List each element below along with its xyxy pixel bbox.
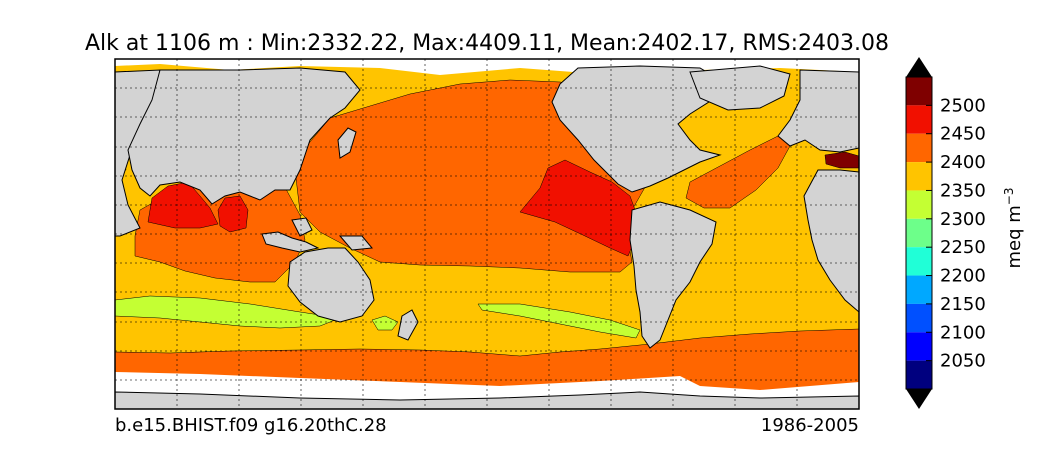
colorbar-label-main: meq m [1004,205,1025,268]
africa-east-edge [803,169,859,313]
colorbar-tick-label: 2100 [940,322,986,343]
colorbar-tick-label: 2300 [940,209,986,230]
colorbar-frame [905,76,933,390]
colorbar-extend-bottom [906,389,932,409]
indonesia-islands [261,231,320,253]
colorbar-segment [906,275,932,304]
colorbar-segment [906,133,932,163]
japan-island [337,127,357,159]
colorbar-tick-label: 2450 [940,124,986,145]
colorbar-segments [906,77,932,389]
colorbar-extend-top [906,57,932,77]
colorbar-segment [906,303,932,333]
period-label: 1986-2005 [761,415,859,436]
map-frame [114,58,860,410]
colorbar-segment [906,77,932,106]
south-pacific-green-west [371,315,399,331]
asia-landmass [127,67,361,205]
colorbar-ticks: 2050 2100 2150 2200 2250 2300 2350 2400 2450 2500 [926,95,986,372]
colorbar-tick-label: 2150 [940,294,986,315]
map-panel [115,59,859,409]
colorbar-tick-label: 2400 [940,152,986,173]
colorbar-segment [906,218,932,248]
colorbar-tick-label: 2250 [940,237,986,258]
colorbar-segment [906,162,932,191]
borneo-island [291,217,313,237]
colorbar-tick-label: 2350 [940,180,986,201]
colorbar-segment [906,360,932,389]
colorbar-label: meq m−3 [1002,188,1025,269]
south-indian-green [115,295,341,329]
europe-africa-east-edge [777,69,859,153]
colorbar-segment [906,190,932,219]
map-gridlines [115,59,859,409]
colorbar-tick-label: 2050 [940,351,986,372]
east-pacific-red [519,159,639,257]
australia-landmass [287,247,375,323]
new-guinea-island [338,235,373,251]
arabian-sea-red [147,181,219,229]
colorbar: 2050 2100 2150 2200 2250 2300 2350 2400 2450 2500… [905,57,1025,409]
east-med-darkred [824,151,859,169]
atlantic-orange-region [685,135,791,209]
case-name-label: b.e15.BHIST.f09 g16.20thC.28 [115,415,387,436]
south-pacific-green [477,303,641,339]
colorbar-segment [906,332,932,361]
new-zealand-island [397,309,419,341]
colorbar-segment [906,247,932,276]
colorbar-label-exponent: −3 [1002,188,1016,206]
colorbar-tick-label: 2500 [940,95,986,116]
plot-title: Alk at 1106 m : Min:2332.22, Max:4409.11… [85,31,889,56]
colorbar-tick-label: 2200 [940,266,986,287]
colorbar-segment [906,105,932,134]
